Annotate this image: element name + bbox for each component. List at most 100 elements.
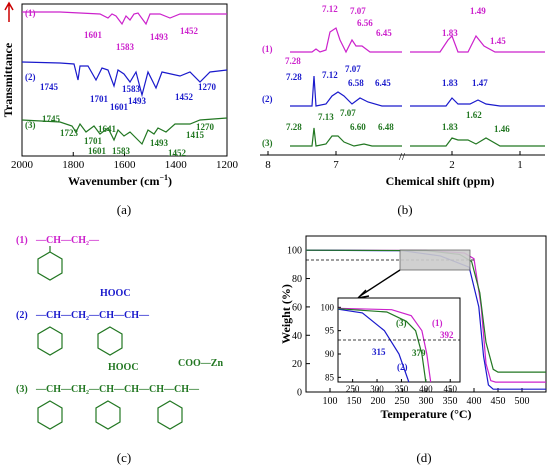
panel-a-s2-label: 1745	[40, 82, 59, 92]
structure-2-tag: (2)	[16, 310, 28, 321]
panel-d-xtick-label: 500	[515, 396, 530, 407]
structure-3-hooc: HOOC	[108, 362, 139, 373]
inset-xticks: 250 300 350 400 450	[346, 379, 457, 394]
structure-2-chain: —CH—CH₂—CH—CH—	[35, 310, 150, 321]
panel-a-series-2-line	[21, 61, 228, 98]
panel-b-series-2-tag: (2)	[262, 94, 273, 104]
panel-d-xtick-label: 400	[467, 396, 482, 407]
panel-b-s3-label: 7.07	[340, 108, 356, 118]
inset-xtick-label: 450	[443, 384, 457, 394]
panel-b-xtick-label: 7	[333, 159, 339, 171]
panel-b-s3-label: 6.48	[378, 122, 394, 132]
panel-b-xticks: 8 7 2 1	[265, 151, 523, 171]
structure-1-tag: (1)	[16, 235, 28, 246]
benzene-ring-icon	[37, 400, 63, 430]
structure-1-chain: —CH—CH₂—	[35, 235, 100, 246]
panel-b-xtick-label: 8	[265, 159, 271, 171]
panel-b-axis-break: //	[399, 151, 406, 163]
benzene-ring-icon	[37, 251, 63, 281]
panel-d-xtick-label: 100	[323, 396, 338, 407]
caption-b: (b)	[397, 202, 412, 217]
inset-yticks: 85 90 95 100	[321, 302, 341, 382]
benzene-ring-icon	[37, 326, 63, 356]
panel-b-xlabel: Chemical shift (ppm)	[386, 174, 495, 188]
panel-b-series-3-tag: (3)	[262, 138, 273, 148]
panel-b-s1-label: 1.83	[442, 28, 458, 38]
inset-series-3-line	[337, 308, 427, 383]
panel-a-s2-label: 1583	[122, 84, 141, 94]
inset-xtick-label: 300	[370, 384, 384, 394]
panel-b-s2-label: 7.12	[322, 70, 338, 80]
panel-a-s2-label: 1270	[198, 82, 217, 92]
panel-d-xtick-label: 350	[443, 396, 458, 407]
panel-a-s2-label: 1601	[110, 102, 129, 112]
benzene-ring-icon	[97, 326, 123, 356]
panel-a-xtick-label: 1400	[165, 159, 188, 171]
structure-2: (2) —CH—CH₂—CH—CH— HOOC	[16, 288, 150, 321]
panel-a-s1-label: 1452	[180, 26, 199, 36]
panel-b-s1-label: 7.28	[285, 56, 301, 66]
panel-d-ytick-label: 0	[297, 388, 302, 399]
panel-b-s2-label: 7.28	[286, 72, 302, 82]
panel-a-s1-label: 1493	[150, 32, 169, 42]
panel-b: 8 7 2 1 // Chemical shift (ppm) (1) 7.28 7.…	[260, 4, 545, 188]
panel-b-s1-label: 6.56	[357, 18, 373, 28]
zoom-arrow-icon	[355, 269, 401, 300]
inset-label-3: (3)	[396, 318, 407, 328]
panel-a-ylabel: Transmittance	[1, 42, 15, 117]
panel-b-s2-label: 6.58	[348, 78, 364, 88]
panel-a-series-3-line	[21, 117, 228, 146]
panel-d-ytick-label: 80	[292, 274, 302, 285]
structure-1: (1) —CH—CH₂—	[16, 235, 100, 246]
panel-b-series-3-line	[290, 127, 545, 147]
panel-a-s1-label: 1601	[84, 30, 103, 40]
panel-a-s2-label: 1452	[175, 92, 194, 102]
panel-d-ylabel: Weight (%)	[279, 284, 293, 344]
inset-ytick-label: 95	[325, 326, 335, 336]
structure-3-coozn: COO—Zn	[178, 358, 223, 369]
inset-xtick-label: 350	[395, 384, 409, 394]
panel-b-s3-label: 7.28	[286, 122, 302, 132]
panel-b-series-1-tag: (1)	[262, 44, 273, 54]
panel-b-s2-label: 6.45	[375, 78, 391, 88]
panel-b-s3-label: 6.60	[350, 122, 366, 132]
panel-d: 100 150 200 250 300 350 400 450 500 0 20 40 60 80 100…	[279, 235, 547, 421]
panel-a-s1-label: 1583	[116, 42, 135, 52]
panel-b-s3-label: 1.62	[466, 110, 482, 120]
panel-d-xtick-label: 250	[395, 396, 410, 407]
panel-b-s3-label: 1.83	[442, 122, 458, 132]
panel-d-ytick-label: 40	[292, 331, 302, 342]
panel-b-s2-label: 1.83	[442, 78, 458, 88]
panel-a-s3-label: 1415	[186, 130, 205, 140]
panel-b-s1-label: 1.45	[490, 36, 506, 46]
panel-b-s1-label: 6.45	[376, 28, 392, 38]
inset-ytick-label: 100	[321, 302, 335, 312]
panel-a-xticks: 2000 1800 1600 1400 1200	[11, 152, 239, 171]
inset-label-1: (1)	[432, 318, 443, 328]
panel-a-s2-label: 1701	[90, 94, 109, 104]
structure-3: (3) —CH—CH₂—CH—CH—CH—CH— HOOC COO—Zn	[16, 358, 223, 395]
caption-d: (d)	[416, 450, 431, 465]
inset-series-1-line	[337, 307, 432, 383]
inset-ytick-label: 85	[325, 372, 335, 382]
panel-a-series-2-tag: (2)	[25, 72, 36, 82]
caption-a: (a)	[117, 202, 131, 217]
panel-a-s3-label: 1493	[150, 138, 169, 148]
panel-d-zoom-box	[399, 249, 471, 271]
panel-b-s3-label: 7.13	[318, 112, 334, 122]
panel-a-xtick-label: 2000	[11, 159, 34, 171]
inset-label-315: 315	[372, 347, 386, 357]
inset-xtick-label: 250	[346, 384, 360, 394]
panel-a-s3-label: 1641	[98, 124, 117, 134]
panel-b-annotations: (1) 7.28 7.12 7.07 6.56 6.45 1.83 1.49 1…	[262, 4, 510, 148]
inset-labels: (1) 392 (2) 315 (3) 379	[372, 318, 454, 372]
panel-d-ytick-label: 20	[292, 359, 302, 370]
caption-c: (c)	[117, 450, 131, 465]
structure-1-ring	[37, 246, 63, 281]
panel-a-yaxis-arrow	[4, 1, 14, 22]
inset-ytick-label: 90	[325, 349, 335, 359]
structure-3-rings	[37, 400, 183, 430]
panel-a: Transmittance 2000 1800 1600 1400 1200 Waven…	[1, 1, 239, 188]
panel-b-s2-label: 7.07	[345, 64, 361, 74]
panel-a-xtick-label: 1600	[114, 159, 137, 171]
